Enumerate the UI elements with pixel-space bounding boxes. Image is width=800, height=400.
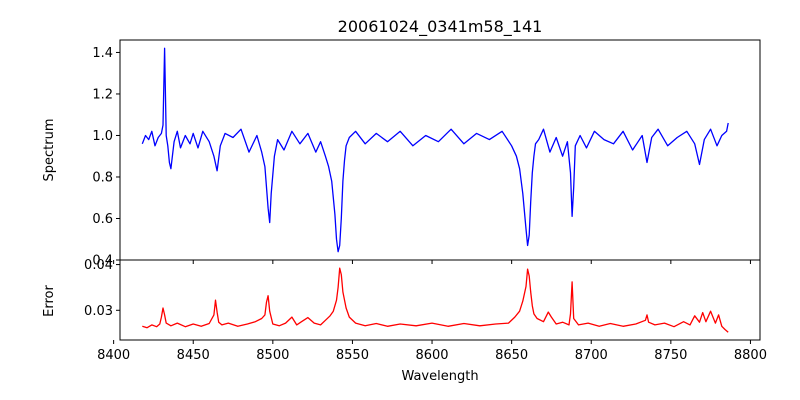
error-panel: 0.03 0.04 8400 8450 8500 8550 8600 8650 8700 875… [42,258,767,384]
spectrum-y-axis-label: Spectrum [42,119,57,182]
error-series-line [142,267,729,333]
spectrum-series-line [141,47,729,253]
error-x-tick-label: 8800 [734,348,767,363]
error-y-axis-label: Error [42,285,57,317]
error-x-ticks: 8400 8450 8500 8550 8600 8650 8700 8750 8800 [97,340,767,363]
error-x-tick-label: 8500 [256,348,289,363]
spectrum-axes-frame [119,39,761,261]
error-y-ticks: 0.03 0.04 [84,258,120,319]
spectrum-y-tick-label: 0.6 [92,212,113,227]
error-x-tick-label: 8400 [97,348,130,363]
error-x-tick-label: 8450 [177,348,210,363]
error-x-tick-label: 8700 [575,348,608,363]
x-axis-label: Wavelength [401,369,478,384]
error-x-tick-label: 8750 [654,348,687,363]
error-x-tick-label: 8600 [415,348,448,363]
chart-title: 20061024_0341m58_141 [338,17,543,37]
spectrum-y-ticks: 0.4 0.6 0.8 1.0 1.2 1.4 [92,46,120,269]
spectrum-y-tick-label: 0.8 [92,170,113,185]
error-x-tick-label: 8650 [495,348,528,363]
spectrum-panel: 0.4 0.6 0.8 1.0 1.2 1.4 Spectrum [42,39,761,269]
spectrum-y-tick-label: 1.0 [92,129,113,144]
error-y-tick-label: 0.03 [84,304,113,319]
spectrum-y-tick-label: 1.4 [92,46,113,61]
error-axes-frame [119,259,761,341]
spectrum-y-tick-label: 1.2 [92,87,113,102]
error-x-tick-label: 8550 [336,348,369,363]
error-y-tick-label: 0.04 [84,258,113,273]
spectrum-y-tick-label: 0.4 [92,254,113,269]
spectrum-x-ticks [113,260,751,264]
